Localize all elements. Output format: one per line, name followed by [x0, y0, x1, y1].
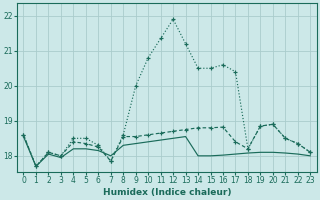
X-axis label: Humidex (Indice chaleur): Humidex (Indice chaleur) — [103, 188, 231, 197]
